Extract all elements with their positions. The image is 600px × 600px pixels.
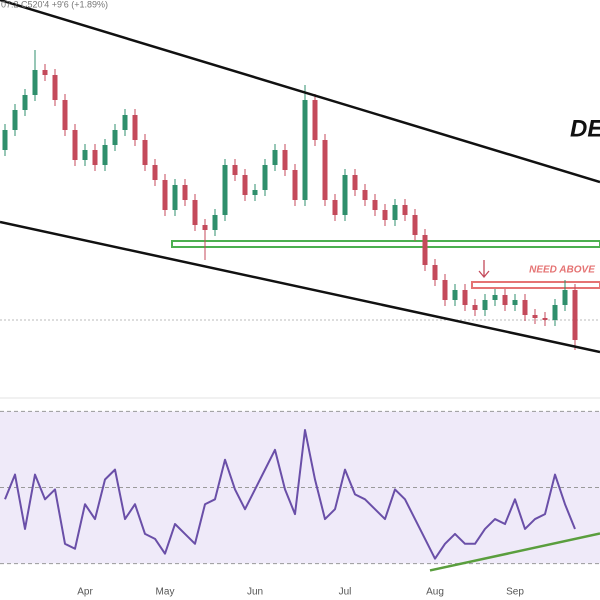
candle-body: [572, 290, 578, 340]
candle-body: [212, 215, 218, 230]
candle-body: [62, 100, 68, 130]
candle-body: [142, 140, 148, 165]
candle-body: [402, 205, 408, 215]
candle-body: [22, 95, 28, 110]
candle-body: [372, 200, 378, 210]
candle-body: [422, 235, 428, 265]
candle-body: [552, 305, 558, 320]
candle-body: [172, 185, 178, 210]
candle-body: [332, 200, 338, 215]
candle-body: [522, 300, 528, 315]
candle-body: [152, 165, 158, 180]
trendline: [0, 0, 600, 184]
x-tick-label: Jul: [339, 587, 352, 598]
candle-body: [362, 190, 368, 200]
candle-body: [192, 200, 198, 225]
x-tick-label: Sep: [506, 587, 524, 598]
candle-body: [42, 70, 48, 75]
candle-body: [112, 130, 118, 145]
candle-body: [322, 140, 328, 200]
candle-body: [52, 75, 58, 100]
x-tick-label: Jun: [247, 587, 263, 598]
rsi-band: [0, 411, 600, 564]
candle-body: [282, 150, 288, 170]
candle-body: [462, 290, 468, 305]
candle-body: [492, 295, 498, 300]
header: 07:2 C520'4 +9'6 (+1.89%): [1, 0, 108, 9]
candle-body: [162, 180, 168, 210]
candle-body: [502, 295, 508, 305]
candle-body: [82, 150, 88, 160]
title: DE: [570, 115, 600, 142]
candle-body: [442, 280, 448, 300]
candle-body: [92, 150, 98, 165]
candle-body: [432, 265, 438, 280]
zone-label: NEED ABOVE: [529, 265, 595, 276]
candle-body: [132, 115, 138, 140]
candle-body: [252, 190, 258, 195]
trendline: [0, 220, 600, 354]
zone: [471, 281, 600, 289]
candle-body: [482, 300, 488, 310]
candle-body: [352, 175, 358, 190]
candle-body: [382, 210, 388, 220]
candle-body: [122, 115, 128, 130]
candle-body: [452, 290, 458, 300]
candle-body: [532, 315, 538, 318]
candle-body: [342, 175, 348, 215]
candle-body: [232, 165, 238, 175]
candle-body: [12, 110, 18, 130]
candle-body: [562, 290, 568, 305]
x-tick-label: May: [156, 587, 175, 598]
candle-body: [202, 225, 208, 230]
candle-body: [242, 175, 248, 195]
candle-body: [2, 130, 8, 150]
candle-body: [292, 170, 298, 200]
candle-body: [262, 165, 268, 190]
candle-body: [412, 215, 418, 235]
zone: [171, 240, 600, 248]
candle-body: [472, 305, 478, 310]
arrow: [478, 260, 490, 279]
rsi-pane: Apr May Jun Jul Aug Sep: [0, 410, 600, 598]
candle-body: [392, 205, 398, 220]
candle-body: [312, 100, 318, 140]
candle-body: [72, 130, 78, 160]
candle-body: [302, 100, 308, 200]
trendline: [429, 532, 600, 572]
candle-body: [272, 150, 278, 165]
candle-body: [102, 145, 108, 165]
x-tick-label: Aug: [426, 587, 444, 598]
x-tick-label: Apr: [77, 587, 93, 598]
candle-body: [182, 185, 188, 200]
rsi-line: [4, 429, 576, 560]
candle-body: [222, 165, 228, 215]
price-pane: NEED ABOVE: [0, 0, 600, 354]
candle-body: [32, 70, 38, 95]
candle-body: [542, 318, 548, 320]
candle-body: [512, 300, 518, 305]
